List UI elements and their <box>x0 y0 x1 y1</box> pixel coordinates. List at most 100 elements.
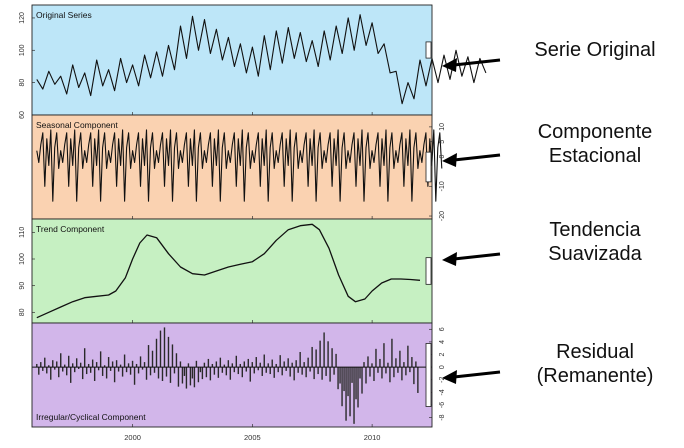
y-tick-label: -4 <box>439 389 446 395</box>
residual-bar <box>217 367 220 378</box>
residual-bar <box>179 361 182 368</box>
residual-bar <box>361 367 363 394</box>
y-tick-label: 80 <box>19 308 26 316</box>
residual-bar <box>42 367 44 371</box>
panel-irregular: -8 -6 -4 -2 0 2 4 6 Irregular/Cyclical Component <box>31 322 446 428</box>
scale-bar <box>425 41 432 59</box>
y-tick-label: -20 <box>439 211 446 221</box>
residual-bar <box>203 362 206 368</box>
residual-bar <box>73 367 76 373</box>
residual-bar <box>60 353 62 368</box>
residual-bar <box>79 362 82 368</box>
residual-bar <box>115 360 118 368</box>
panel-title: Original Series <box>36 10 92 20</box>
residual-bar <box>397 367 399 373</box>
residual-bar <box>281 367 283 376</box>
residual-bar <box>77 367 80 370</box>
residual-bar <box>395 358 397 368</box>
residual-bar <box>365 367 367 384</box>
residual-bar <box>157 367 160 379</box>
panel-trend: 80 90 100 110 Trend Component <box>19 218 433 324</box>
residual-bar <box>38 367 40 375</box>
residual-bar <box>339 367 341 384</box>
arrows-group <box>442 58 501 384</box>
residual-bar <box>219 357 222 368</box>
residual-bar <box>62 367 64 372</box>
residual-bar <box>375 348 377 368</box>
residual-bar <box>87 363 90 368</box>
residual-bar <box>56 361 58 368</box>
residual-bar <box>353 367 355 424</box>
residual-bar <box>72 363 74 368</box>
residual-bar <box>109 367 112 371</box>
residual-bar <box>173 367 176 374</box>
residual-bar <box>283 361 285 368</box>
annotation-line: Componente <box>537 121 653 143</box>
residual-bar <box>357 367 359 408</box>
scale-bar <box>425 257 432 285</box>
residual-bar <box>277 367 279 373</box>
residual-bar <box>359 367 361 379</box>
residual-bar <box>103 365 106 368</box>
residual-bar <box>239 363 242 368</box>
residual-bar <box>131 360 134 368</box>
residual-bar <box>307 357 309 368</box>
residual-bar <box>187 363 190 368</box>
residual-bar <box>289 367 291 377</box>
residual-bar <box>279 355 281 368</box>
residual-bar <box>403 362 405 368</box>
residual-bar <box>329 367 331 382</box>
seasonal-series-line <box>36 129 443 202</box>
residual-bar <box>401 367 403 381</box>
residual-bar <box>95 362 98 368</box>
residual-bar <box>335 353 337 368</box>
residual-bar <box>205 367 208 378</box>
panel-background <box>32 219 432 323</box>
residual-bar <box>99 351 102 368</box>
residual-bar <box>139 356 142 368</box>
residual-bar <box>333 367 335 375</box>
y-tick-label: 2 <box>439 352 446 356</box>
residual-bar <box>185 367 188 389</box>
residual-bar <box>301 367 303 375</box>
scale-bar <box>425 151 432 183</box>
y-tick-label: -2 <box>439 377 446 383</box>
residual-bar <box>377 367 379 373</box>
residual-bar <box>405 367 407 376</box>
y-tick-label: 5 <box>439 140 446 144</box>
residual-bar <box>411 357 413 368</box>
annotation-seasonal: Componente Estacional <box>508 120 682 168</box>
residual-bar <box>259 362 261 368</box>
annotation-irregular: Residual (Remanente) <box>508 340 682 388</box>
residual-bar <box>93 367 96 381</box>
panel-original: 60 80 100 120 Original Series <box>19 4 487 119</box>
residual-bar <box>207 358 210 368</box>
residual-bar <box>407 345 409 368</box>
residual-bar <box>303 362 305 368</box>
residual-bar <box>181 367 184 384</box>
residual-bar <box>229 367 232 380</box>
arrow-head <box>442 370 457 384</box>
residual-bar <box>297 367 299 373</box>
y-tick-label: -8 <box>439 414 446 420</box>
panel-seasonal: -20 -10 0 5 10 Seasonal Component <box>31 114 446 221</box>
residual-bar <box>143 362 146 368</box>
residual-bar <box>341 367 343 407</box>
residual-bar <box>417 367 419 393</box>
residual-bar <box>68 355 70 368</box>
residual-bar <box>399 350 401 368</box>
residual-bar <box>315 349 317 368</box>
residual-bar <box>145 367 148 380</box>
residual-bar <box>193 367 196 388</box>
y-tick-label: 100 <box>19 44 26 56</box>
residual-bar <box>237 367 240 375</box>
residual-bar <box>305 367 307 378</box>
residual-bar <box>325 367 327 376</box>
residual-bar <box>415 361 417 368</box>
residual-bar <box>235 355 238 368</box>
scale-bar <box>425 343 432 407</box>
residual-bar <box>54 367 56 370</box>
residual-bar <box>147 345 150 368</box>
residual-bar <box>327 341 329 368</box>
residual-bar <box>409 367 411 373</box>
